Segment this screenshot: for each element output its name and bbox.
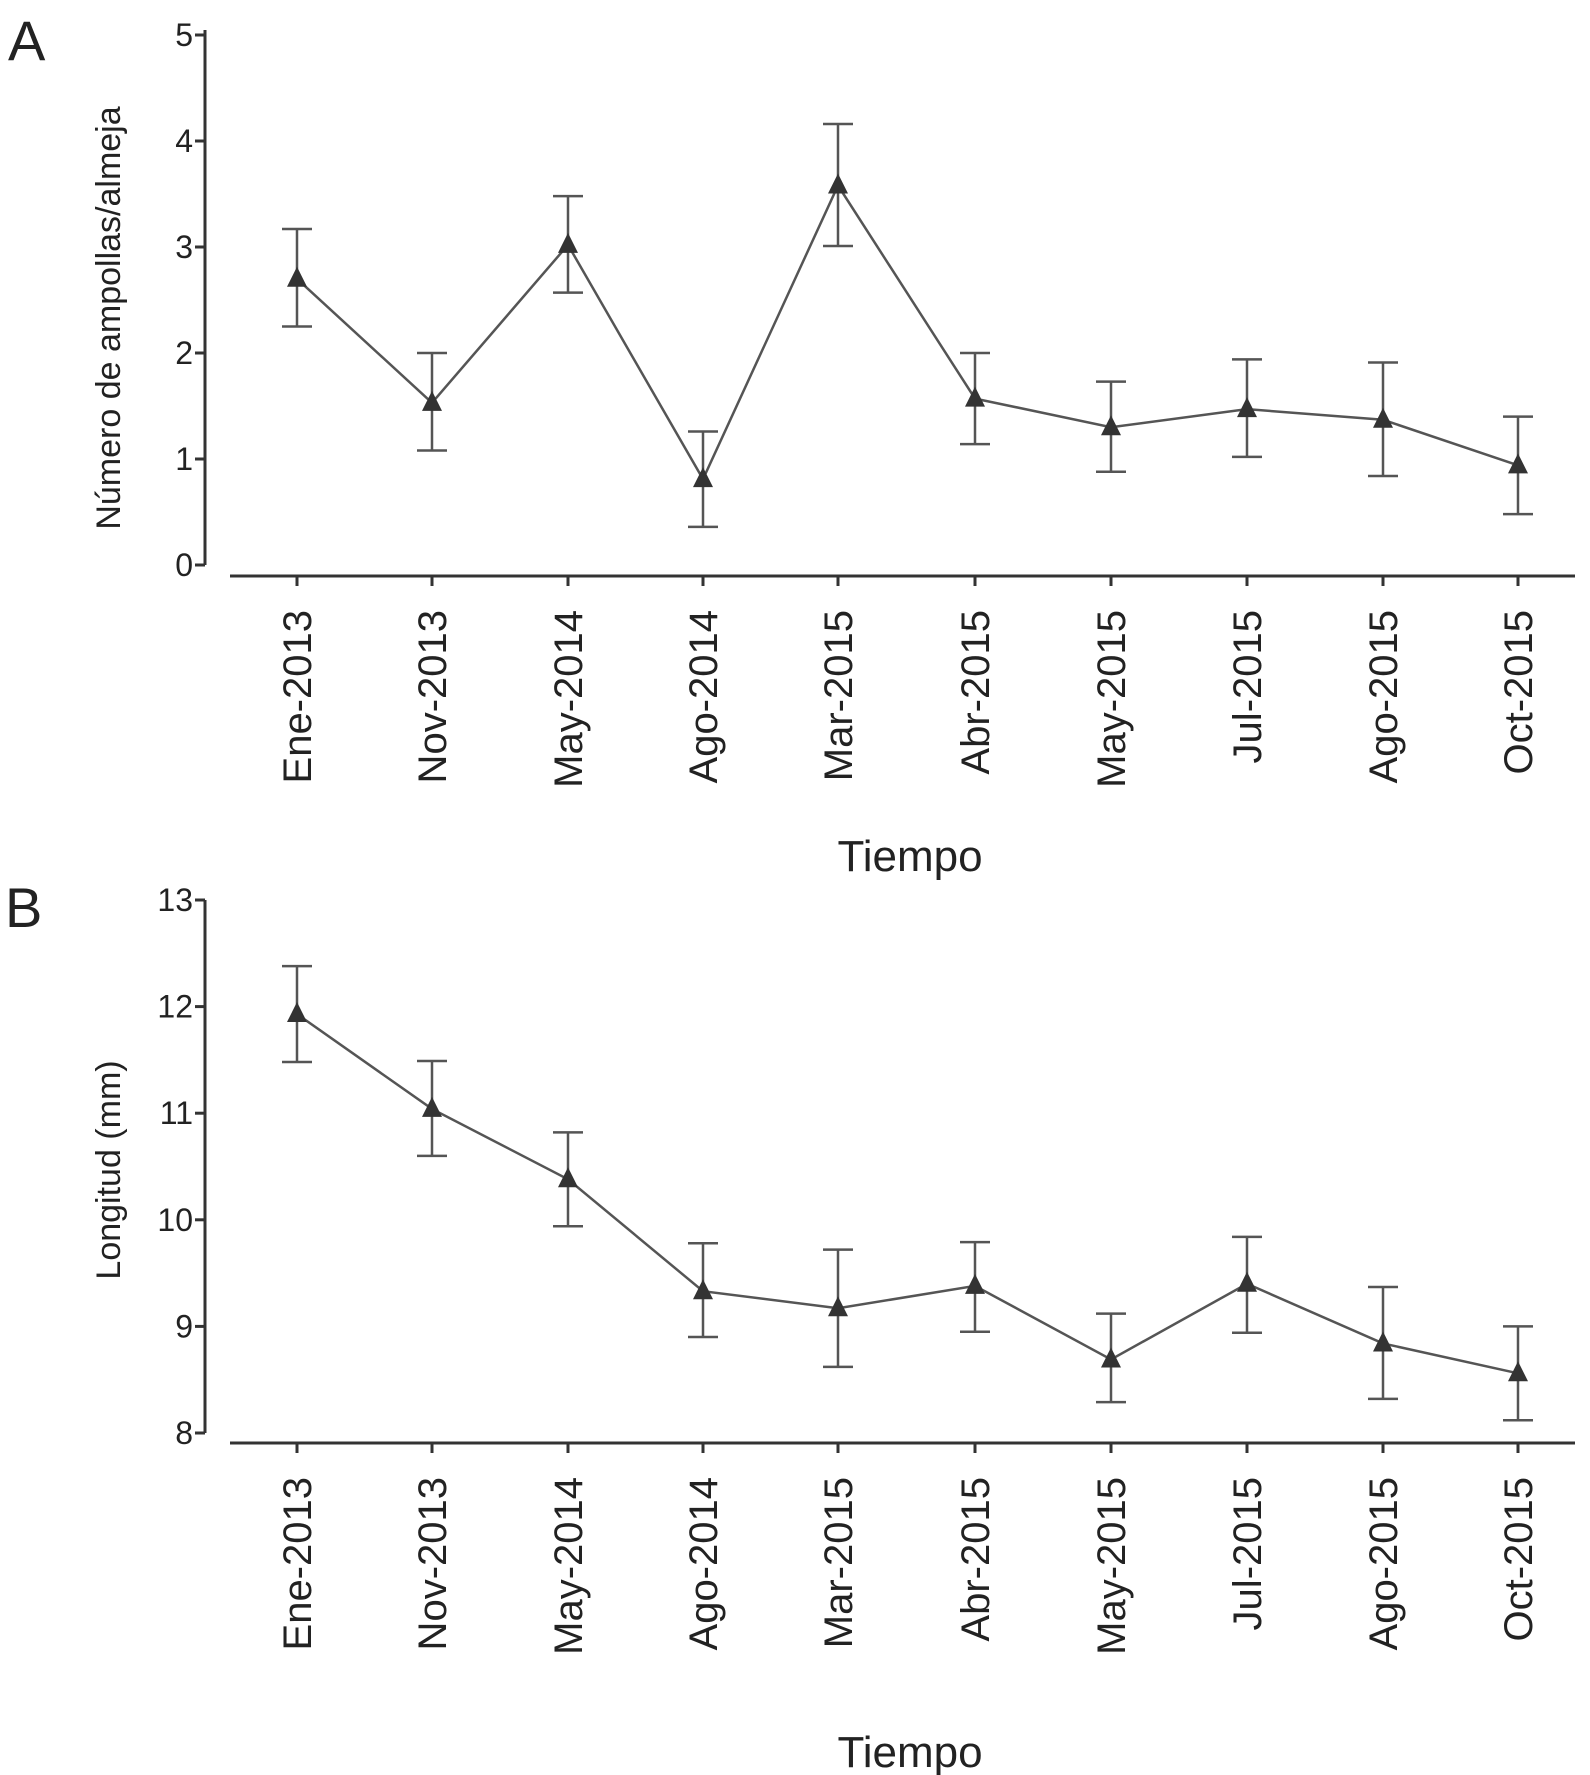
data-point-b-2 [558,1167,578,1188]
x-category-label-a-1: Nov-2013 [411,610,455,783]
panel-b: B 8 9 10 11 12 13 Ene-2013 Nov-2013 May-2014 Ago… [5,876,1575,1775]
data-point-a-1 [422,390,442,411]
x-category-label-b-5: Abr-2015 [954,1477,998,1642]
markers-b [287,1002,1528,1382]
x-category-label-b-6: May-2015 [1090,1477,1134,1655]
y-tick-label-a-3: 3 [175,229,193,265]
error-bars-b [282,964,1533,1422]
panel-label-b: B [5,876,42,939]
y-tick-label-b-4: 12 [157,989,193,1025]
x-category-label-a-2: May-2014 [547,610,591,788]
x-category-label-a-5: Abr-2015 [954,610,998,775]
y-tick-label-a-4: 4 [175,123,193,159]
x-category-label-a-3: Ago-2014 [682,610,726,783]
data-point-a-3 [693,467,713,488]
data-point-a-2 [558,232,578,253]
x-category-label-b-9: Oct-2015 [1497,1477,1541,1642]
data-point-a-6 [1101,415,1121,436]
x-category-label-a-0: Ene-2013 [276,610,320,783]
x-category-label-a-4: Mar-2015 [817,610,861,781]
panel-a: A 0 1 2 3 4 5 Ene-2013 Nov-2013 May-2014 Ago-201… [8,9,1575,881]
data-point-b-1 [422,1096,442,1117]
series-line-a [296,182,1519,482]
x-category-label-b-2: May-2014 [547,1477,591,1655]
data-point-b-4 [828,1296,848,1317]
x-category-label-b-8: Ago-2015 [1362,1477,1406,1650]
data-point-b-7 [1237,1271,1257,1292]
data-point-b-9 [1508,1361,1528,1382]
data-point-b-6 [1101,1347,1121,1368]
data-point-a-4 [828,173,848,194]
y-tick-label-a-2: 2 [175,335,193,371]
x-axis-categories-b: Ene-2013 Nov-2013 May-2014 Ago-2014 Mar-2015… [276,1443,1541,1655]
x-category-label-b-7: Jul-2015 [1226,1477,1270,1630]
panel-label-a: A [8,9,46,72]
data-point-b-0 [287,1002,307,1023]
x-category-label-a-9: Oct-2015 [1497,610,1541,775]
series-line-b [296,1013,1519,1375]
y-axis-title-a: Número de ampollas/almeja [90,106,128,529]
y-tick-label-a-1: 1 [175,441,193,477]
y-tick-label-b-1: 9 [175,1308,193,1344]
y-tick-label-a-0: 0 [175,547,193,583]
x-axis-categories-a: Ene-2013 Nov-2013 May-2014 Ago-2014 Mar-2015… [276,576,1541,788]
x-axis-title-a: Tiempo [837,832,982,881]
x-category-label-b-1: Nov-2013 [411,1477,455,1650]
data-point-a-9 [1508,453,1528,474]
data-point-b-8 [1373,1331,1393,1352]
x-category-label-a-8: Ago-2015 [1362,610,1406,783]
x-category-label-b-4: Mar-2015 [817,1477,861,1648]
data-point-b-3 [693,1279,713,1300]
x-category-label-b-3: Ago-2014 [682,1477,726,1650]
data-point-a-0 [287,266,307,287]
y-tick-label-b-5: 13 [157,882,193,918]
data-point-a-7 [1237,397,1257,418]
y-axis-ticks-b: 8 9 10 11 12 13 [157,882,205,1451]
markers-a [287,173,1528,488]
y-tick-label-a-5: 5 [175,17,193,53]
y-axis-title-b: Longitud (mm) [90,1060,128,1279]
data-point-a-5 [965,386,985,407]
x-category-label-a-7: Jul-2015 [1226,610,1270,763]
y-tick-label-b-3: 11 [160,1095,193,1131]
data-point-b-5 [965,1273,985,1294]
y-tick-label-b-2: 10 [157,1202,193,1238]
error-bars-a [282,122,1533,529]
y-tick-label-b-0: 8 [175,1415,193,1451]
y-axis-ticks-a: 0 1 2 3 4 5 [175,17,205,583]
x-axis-title-b: Tiempo [837,1728,982,1775]
x-category-label-b-0: Ene-2013 [276,1477,320,1650]
data-point-a-8 [1373,407,1393,428]
x-category-label-a-6: May-2015 [1090,610,1134,788]
